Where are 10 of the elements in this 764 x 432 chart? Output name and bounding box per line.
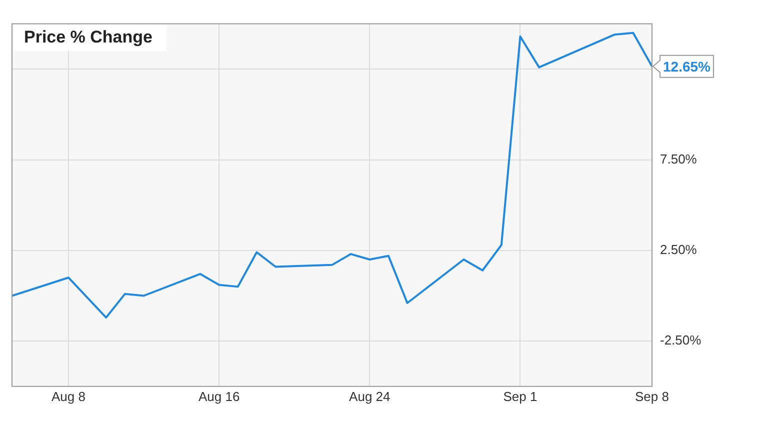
x-tick-label: Sep 1	[503, 388, 538, 404]
x-tick-label: Sep 8	[635, 388, 669, 404]
x-tick-label: Aug 8	[51, 388, 86, 404]
x-tick-label: Aug 16	[198, 388, 240, 404]
chart-title: Price % Change	[24, 27, 152, 46]
y-tick-label: -2.50%	[660, 332, 702, 348]
data-label: 12.65%	[663, 58, 712, 74]
y-tick-label: 7.50%	[660, 151, 698, 166]
y-tick-label: 2.50%	[660, 242, 698, 258]
x-tick-label: Aug 24	[349, 388, 390, 404]
